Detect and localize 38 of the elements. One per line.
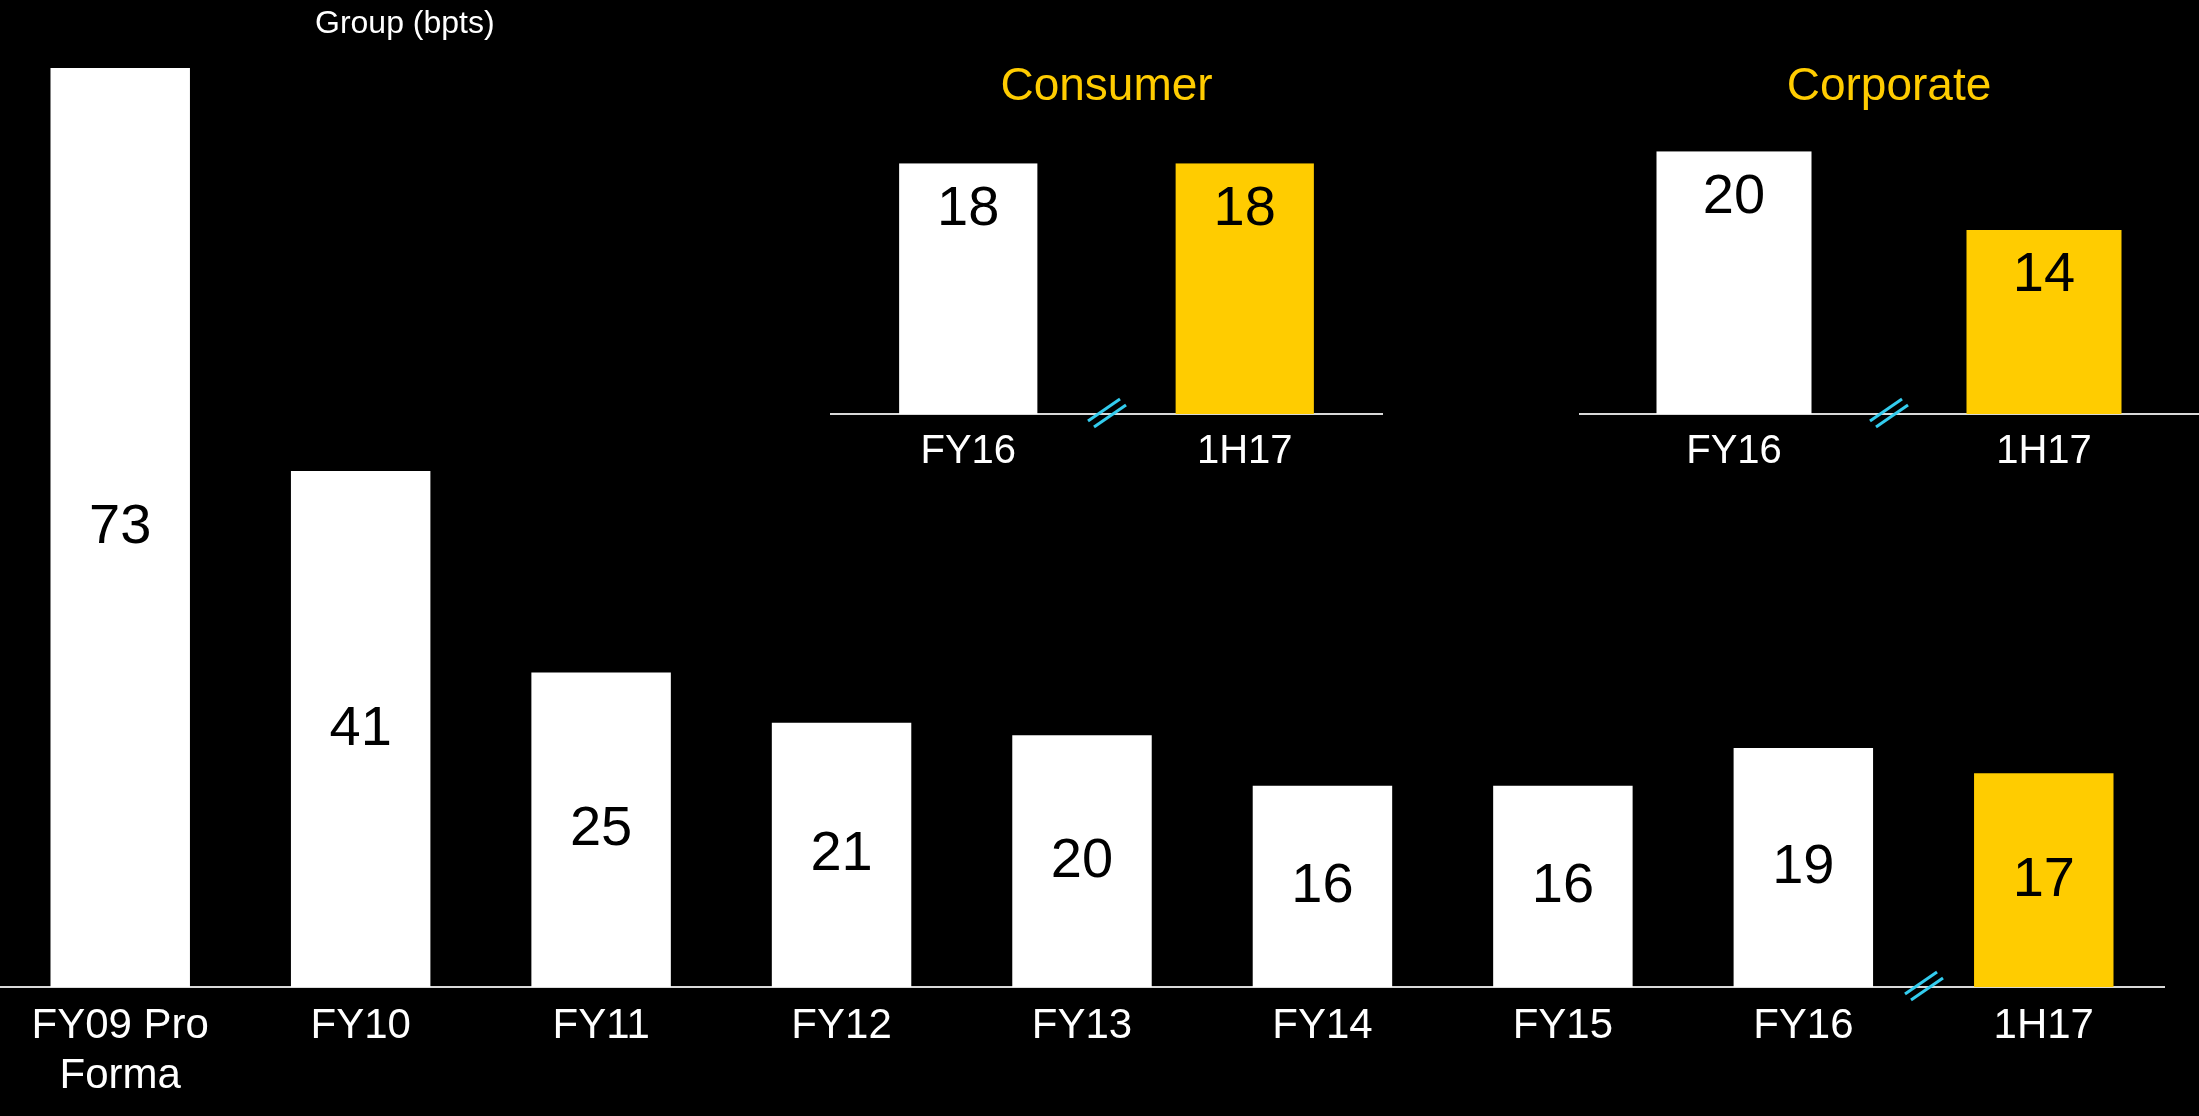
data-label: 21 <box>810 819 873 883</box>
data-label: 20 <box>1702 161 1766 225</box>
data-label: 41 <box>329 693 392 757</box>
bar <box>1252 785 1393 988</box>
bar <box>1974 773 2114 988</box>
bar <box>50 68 190 988</box>
bar <box>1493 785 1633 988</box>
data-label: 16 <box>1291 850 1354 914</box>
chart-title: Consumer <box>1000 58 1213 111</box>
data-label: 18 <box>937 173 1000 237</box>
x-tick-label: FY11 <box>552 999 650 1047</box>
bar <box>531 672 671 988</box>
data-label: 73 <box>89 492 152 556</box>
x-tick-label: FY14 <box>1272 999 1373 1047</box>
bar <box>290 470 431 988</box>
x-tick-label: FY10 <box>310 999 411 1047</box>
data-label: 20 <box>1050 825 1114 889</box>
x-tick-label: FY09 Pro Forma <box>31 999 209 1098</box>
data-label: 25 <box>569 794 633 858</box>
data-label: 14 <box>2012 240 2076 304</box>
chart-title: Group (bpts) <box>315 3 495 40</box>
bar <box>1733 747 1874 988</box>
chart-title: Corporate <box>1786 58 1992 111</box>
bar <box>771 722 912 988</box>
x-tick-label: 1H17 <box>1196 427 1293 472</box>
x-tick-label: 1H17 <box>1996 427 2092 472</box>
x-tick-label: FY13 <box>1031 999 1133 1047</box>
bar <box>1012 735 1152 988</box>
data-label: 16 <box>1531 850 1595 914</box>
x-tick-label: FY16 <box>920 427 1017 472</box>
data-label: 18 <box>1213 173 1276 237</box>
x-tick-label: FY15 <box>1512 999 1614 1047</box>
x-tick-label: 1H17 <box>1993 999 2094 1047</box>
x-tick-label: FY12 <box>791 999 892 1047</box>
x-tick-label: FY16 <box>1753 999 1854 1047</box>
data-label: 19 <box>1772 832 1835 896</box>
x-tick-label: FY16 <box>1686 427 1782 472</box>
data-label: 17 <box>2012 844 2075 908</box>
